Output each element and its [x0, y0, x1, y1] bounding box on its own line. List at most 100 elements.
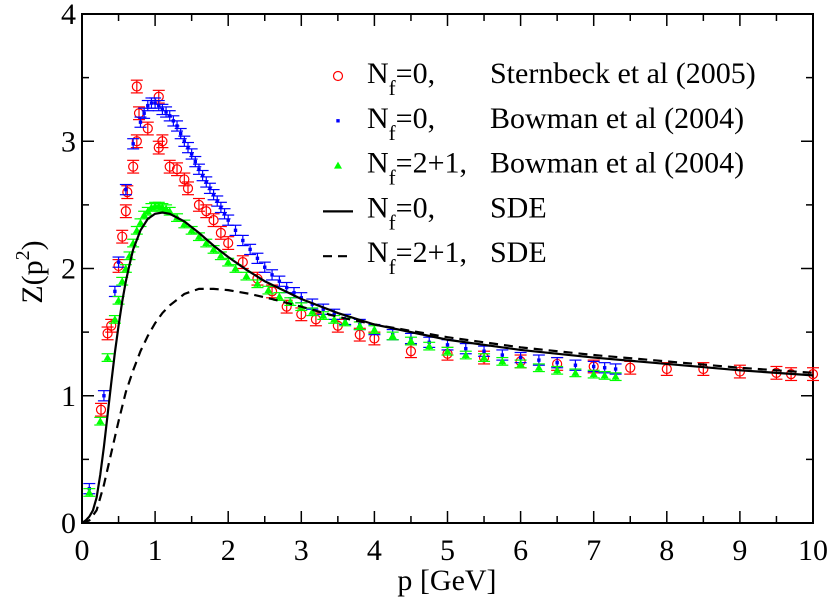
x-tick-label: 2 [221, 534, 236, 567]
data-point [253, 279, 262, 287]
data-point [175, 124, 179, 128]
legend-description: SDE [490, 191, 547, 224]
legend-description: SDE [490, 236, 547, 269]
data-point [106, 320, 117, 331]
data-point [102, 394, 106, 398]
data-point [226, 218, 230, 222]
data-point [299, 296, 303, 300]
data-point [208, 215, 219, 226]
data-point [405, 346, 417, 357]
data-point [131, 136, 142, 147]
data-point [124, 187, 128, 192]
legend-subscript: f [389, 255, 396, 279]
legend-item-3: Nf=0, SDE [323, 191, 547, 234]
legend-item-2: Nf=2+1, Bowman et al (2004) [334, 147, 744, 190]
data-point [284, 285, 289, 290]
data-point [482, 349, 486, 353]
data-point [275, 292, 284, 300]
data-point [186, 145, 190, 150]
x-tick-label: 5 [440, 534, 455, 567]
data-point [164, 110, 168, 114]
data-point [355, 321, 364, 329]
legend-label: Nf=2+1, [367, 236, 467, 279]
data-point [464, 346, 468, 351]
series-2 [83, 201, 622, 497]
data-series [81, 79, 819, 525]
x-tick-label: 6 [513, 534, 528, 567]
data-point [602, 366, 607, 370]
data-point [222, 212, 227, 216]
data-point [136, 218, 145, 226]
data-point [149, 101, 154, 105]
legend-symbol: N [367, 191, 389, 224]
data-point [516, 359, 525, 367]
x-tick-label: 8 [659, 534, 674, 567]
legend-label: Nf=0, [367, 102, 435, 145]
legend-marker [336, 119, 340, 123]
y-tick-label: 3 [61, 125, 76, 158]
data-point [498, 357, 507, 365]
legend-symbol: N [367, 147, 389, 180]
y-axis-label-close: ) [16, 240, 49, 250]
data-point [341, 317, 350, 325]
legend-item-0: Nf=0, Sternbeck et al (2005) [332, 57, 756, 100]
data-point [215, 199, 219, 203]
legend-symbol: N [367, 102, 389, 135]
series-0 [95, 79, 819, 417]
data-point [223, 237, 234, 249]
data-point [138, 120, 143, 124]
data-point [555, 360, 559, 365]
data-point [216, 251, 225, 259]
data-point [117, 231, 128, 242]
data-point [171, 164, 183, 175]
svg-text:Z(p2): Z(p2) [12, 240, 49, 303]
data-point [110, 315, 119, 323]
series-line [81, 287, 814, 525]
data-point [153, 101, 157, 105]
y-tick-label: 4 [61, 0, 76, 31]
data-point [142, 111, 146, 115]
y-tick-label: 1 [61, 380, 76, 413]
y-tick-label: 2 [61, 253, 76, 286]
data-point [118, 277, 127, 285]
data-point [208, 186, 212, 191]
data-point [96, 417, 105, 425]
data-point [480, 353, 489, 361]
data-point [189, 152, 194, 156]
data-point [128, 161, 139, 172]
x-tick-label: 0 [75, 534, 90, 567]
legend-description: Sternbeck et al (2005) [490, 57, 756, 90]
y-axis-label-sup: 2 [12, 250, 34, 260]
data-point [406, 337, 415, 345]
series-1 [83, 97, 622, 495]
data-point [500, 353, 505, 357]
legend-symbol: N [367, 57, 389, 90]
legend-subscript: f [389, 121, 396, 145]
legend: Nf=0, Sternbeck et al (2005)Nf=0, Bowman e… [323, 57, 756, 279]
data-point [248, 247, 252, 252]
x-axis-label: p [GeV] [397, 564, 496, 597]
legend-marker [334, 161, 342, 169]
data-point [233, 228, 238, 233]
data-point [201, 206, 212, 217]
data-point [277, 279, 282, 283]
data-point [103, 353, 112, 361]
data-point [443, 347, 452, 355]
data-point [319, 311, 328, 319]
data-point [187, 226, 196, 234]
data-point [330, 315, 339, 323]
data-point [224, 258, 233, 266]
x-tick-label: 3 [294, 534, 309, 567]
x-tick-label: 4 [367, 534, 382, 567]
data-point [95, 404, 107, 415]
data-point [553, 366, 562, 374]
legend-item-4: Nf=2+1, SDE [323, 236, 547, 279]
data-point [178, 131, 183, 136]
data-point [600, 371, 609, 379]
y-axis-label-base: Z(p [16, 260, 49, 303]
series-4 [81, 287, 814, 525]
data-point [613, 367, 618, 371]
data-point [116, 260, 121, 264]
